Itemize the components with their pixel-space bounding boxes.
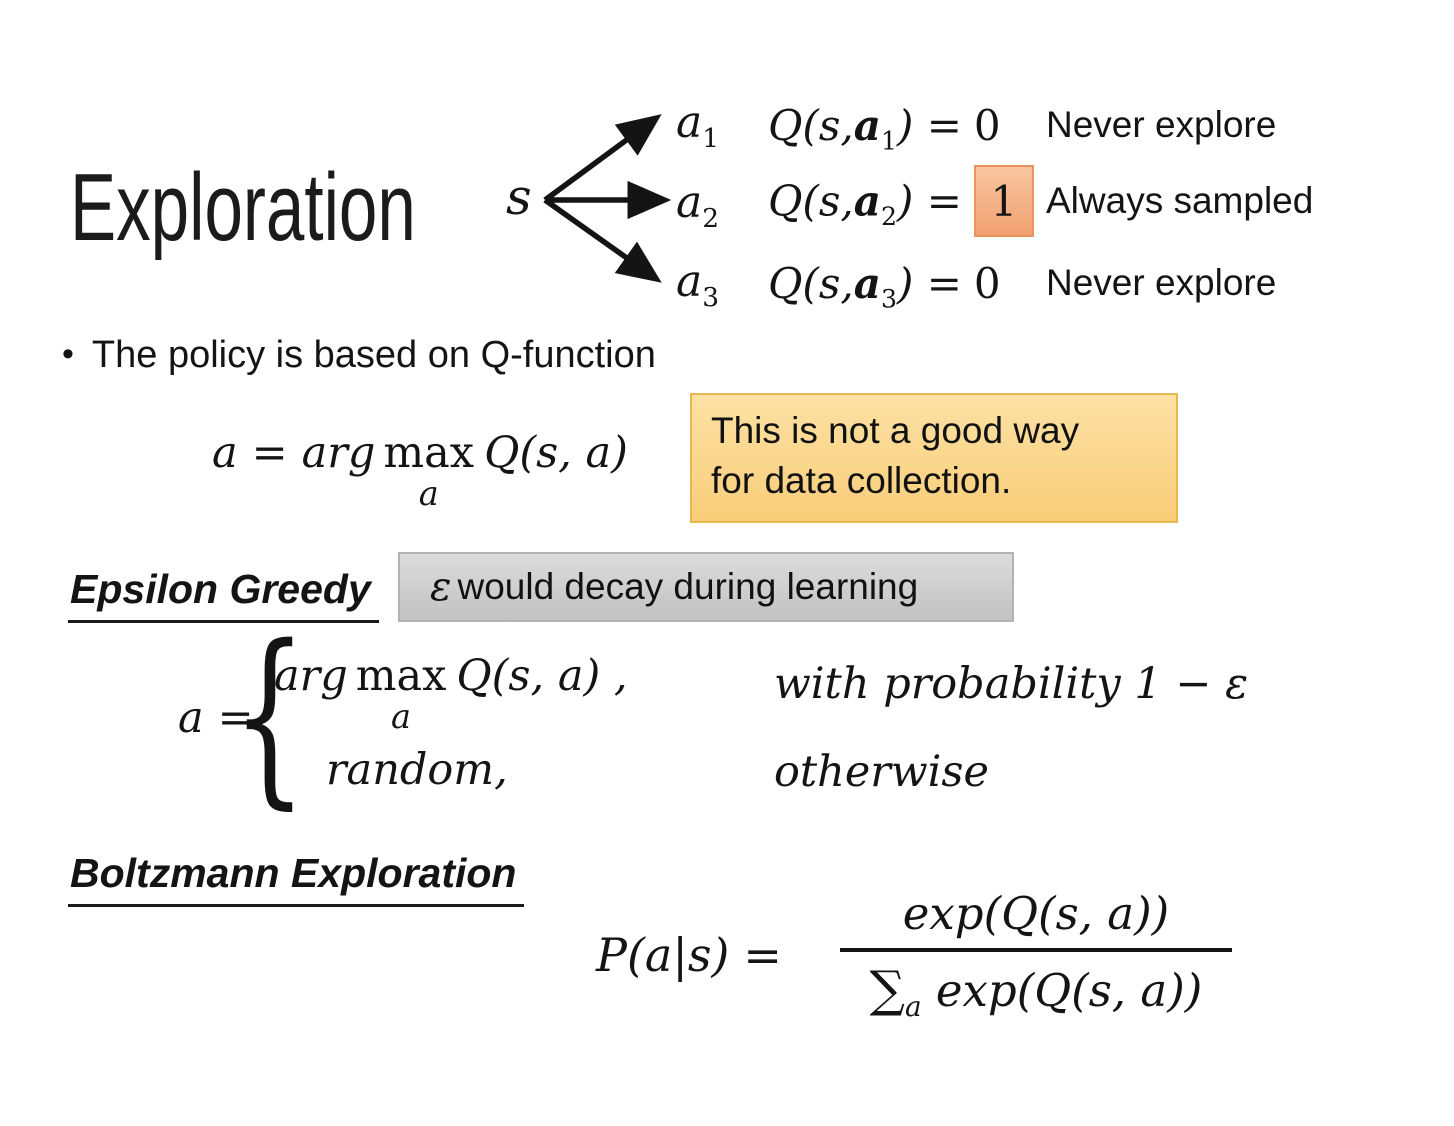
q-action-subscript: 3	[880, 283, 897, 313]
callout-line-2: for data collection.	[711, 460, 1012, 501]
greedy-policy-formula: a = arg max a Q(s, a)	[212, 428, 628, 510]
max-operator: max	[383, 428, 475, 478]
piecewise-condition-2: otherwise	[774, 747, 989, 797]
fraction-bar	[840, 948, 1232, 952]
max-subscript: a	[391, 697, 412, 736]
q-value-row-1: Q(s,a1) = 0 Never explore	[768, 99, 1276, 153]
epsilon-symbol: ε	[430, 564, 452, 610]
highlighted-q-value: 1	[973, 165, 1034, 237]
state-label: s	[506, 168, 532, 226]
action-base: a	[676, 177, 703, 228]
fraction: exp(Q(s, a)) ∑a exp(Q(s, a))	[840, 882, 1232, 1040]
section-heading-epsilon-greedy: Epsilon Greedy	[68, 566, 379, 623]
action-label-3: a3	[676, 256, 719, 310]
bullet-text: The policy is based on Q-function	[91, 334, 656, 376]
slide-title: Exploration	[70, 154, 416, 261]
q-value: 0	[973, 258, 1001, 308]
branching-arrows-icon	[543, 114, 672, 283]
q-note-2: Always sampled	[1046, 180, 1314, 221]
decay-note-text: would decay during learning	[457, 566, 919, 607]
sum-subscript: a	[904, 990, 922, 1023]
action-label-1: a1	[676, 97, 719, 151]
formula-lhs: a	[178, 693, 204, 743]
action-subscript: 2	[702, 202, 720, 234]
q-formula-3: Q(s,a3) = 0	[768, 258, 1001, 311]
arg-operator: arg	[274, 651, 348, 701]
action-subscript: 1	[702, 122, 720, 154]
q-note-3: Never explore	[1046, 262, 1277, 303]
max-operator-stack: max a	[383, 428, 474, 510]
action-label-2: a2	[676, 177, 719, 231]
max-operator: max	[355, 651, 447, 701]
piecewise-brace: {	[232, 605, 307, 826]
q-value: 0	[973, 100, 1001, 150]
equals-sign: =	[743, 928, 782, 982]
q-formula-2: Q(s,a2) = 1	[768, 165, 1034, 237]
formula-lhs: a	[212, 428, 238, 478]
q-equals: ) =	[896, 176, 962, 226]
q-action: a	[853, 100, 881, 150]
bullet-marker: •	[62, 335, 74, 373]
piecewise-case-2: random,	[326, 745, 508, 795]
max-subscript: a	[418, 474, 439, 513]
action-base: a	[676, 97, 703, 148]
q-action: a	[853, 176, 881, 226]
arg-operator: arg	[301, 428, 376, 478]
denominator-expression: exp(Q(s, a))	[921, 964, 1203, 1017]
fraction-numerator: exp(Q(s, a))	[902, 887, 1170, 940]
q-function-term: Q(s, a)	[484, 428, 628, 478]
callout-box: This is not a good way for data collecti…	[690, 393, 1178, 523]
q-value-row-3: Q(s,a3) = 0 Never explore	[768, 257, 1276, 311]
q-prefix: Q(s,	[768, 100, 854, 150]
q-equals: ) =	[896, 258, 962, 308]
q-action: a	[853, 258, 881, 308]
epsilon-greedy-equation: a = { arg max a Q(s, a) , random, with proba…	[178, 621, 1318, 815]
q-prefix: Q(s,	[768, 176, 854, 226]
probability-term: P(a|s)	[596, 928, 730, 982]
callout-line-1: This is not a good way	[711, 410, 1080, 451]
q-action-subscript: 1	[880, 125, 897, 155]
equals-sign: =	[251, 428, 288, 478]
q-value-row-2: Q(s,a2) = 1 Always sampled	[768, 163, 1313, 239]
equals-sign: =	[217, 693, 254, 743]
q-formula-1: Q(s,a1) = 0	[768, 100, 1001, 153]
piecewise-lhs: a =	[178, 693, 268, 743]
action-subscript: 3	[702, 281, 720, 313]
boltzmann-lhs: P(a|s) =	[596, 928, 796, 982]
piecewise-condition-1: with probability 1 − ε	[774, 659, 1249, 709]
q-equals: ) =	[896, 100, 962, 150]
fraction-denominator: ∑a exp(Q(s, a))	[870, 960, 1203, 1023]
decay-note-box: ε would decay during learning	[398, 552, 1014, 622]
q-note-1: Never explore	[1046, 104, 1277, 145]
piecewise-case-1: arg max a Q(s, a) ,	[274, 651, 628, 733]
max-operator-stack: max a	[356, 651, 447, 733]
action-base: a	[676, 256, 703, 307]
sum-operator: ∑	[869, 960, 905, 1018]
section-heading-boltzmann: Boltzmann Exploration	[68, 850, 525, 907]
q-function-term: Q(s, a) ,	[456, 651, 628, 701]
q-prefix: Q(s,	[768, 258, 854, 308]
bullet-line: • The policy is based on Q-function	[62, 334, 656, 377]
q-action-subscript: 2	[880, 201, 897, 231]
